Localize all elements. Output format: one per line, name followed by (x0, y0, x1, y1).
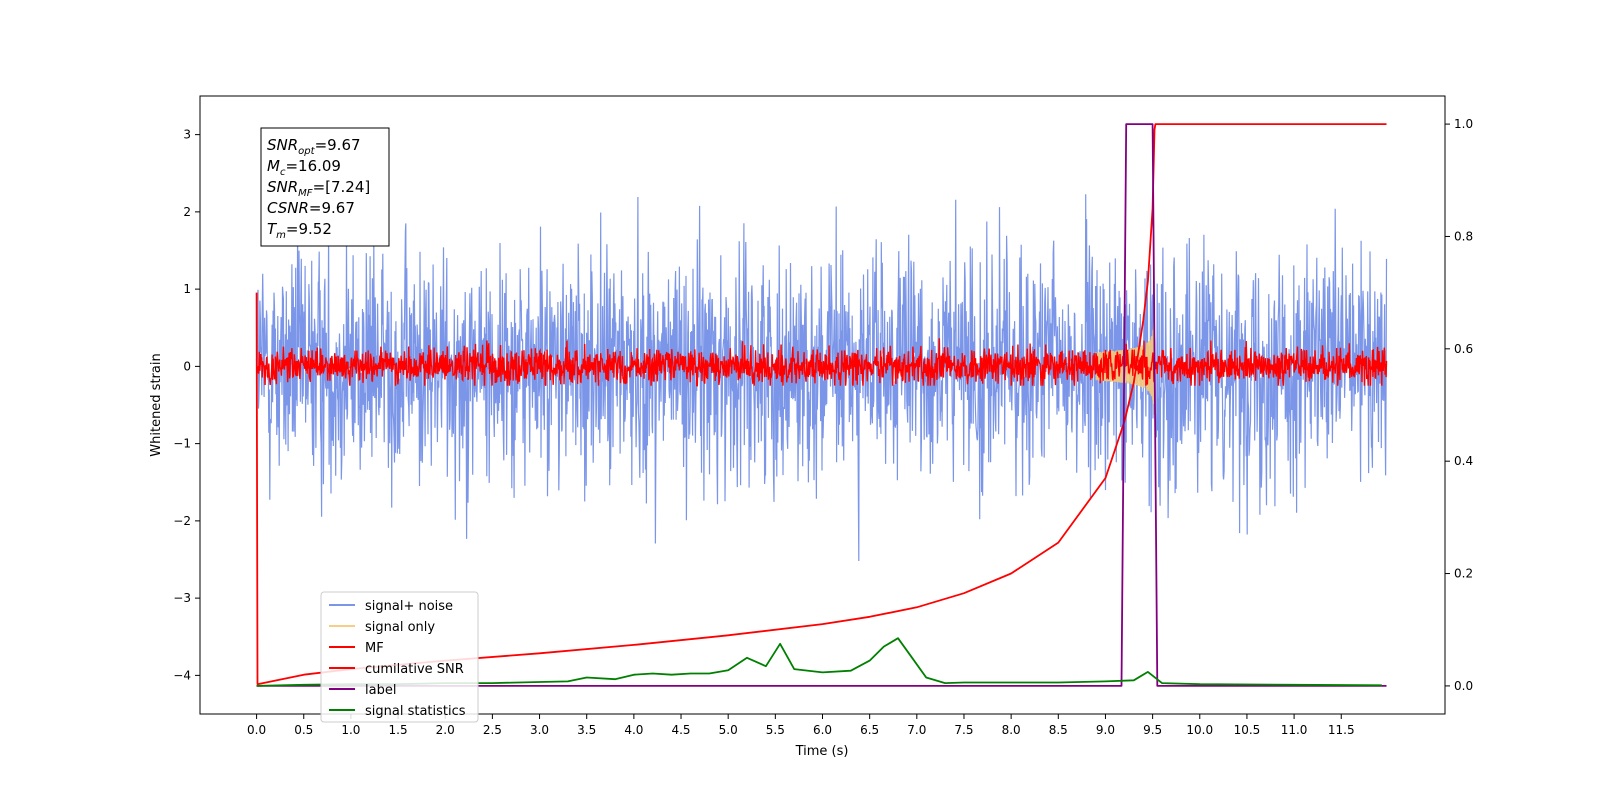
x-tick-label: 10.0 (1186, 723, 1213, 737)
x-tick-label: 10.5 (1234, 723, 1261, 737)
info-box-frame (260, 127, 390, 247)
x-tick-label: 3.5 (577, 723, 596, 737)
legend: signal+ noise signal only MF cumilative SNR… (320, 591, 479, 723)
y-tick-label: 1 (183, 282, 191, 296)
y-axis-left: 3 2 1 0 −1 −2 −3 −4 (173, 128, 200, 682)
x-tick-label: 3.0 (530, 723, 549, 737)
x-tick-label: 11.0 (1281, 723, 1308, 737)
info-line: Mc=16.09 (267, 157, 341, 178)
x-tick-label: 5.0 (719, 723, 738, 737)
y-tick-label: −3 (173, 591, 191, 605)
y2-tick-label: 0.6 (1454, 342, 1473, 356)
y2-tick-label: 0.0 (1454, 679, 1473, 693)
y-tick-label: −2 (173, 514, 191, 528)
x-tick-label: 2.5 (483, 723, 502, 737)
legend-label-cumilative-snr: cumilative SNR (365, 662, 464, 677)
y2-tick-label: 0.8 (1454, 229, 1473, 243)
x-axis-label: Time (s) (795, 744, 849, 759)
info-line: CSNR=9.67 (267, 199, 355, 217)
x-tick-label: 1.5 (389, 723, 408, 737)
y-tick-label: −1 (173, 437, 191, 451)
x-tick-label: 2.0 (436, 723, 455, 737)
legend-frame (320, 591, 479, 723)
x-tick-label: 4.0 (624, 723, 643, 737)
x-tick-label: 0.5 (294, 723, 313, 737)
x-tick-label: 9.0 (1096, 723, 1115, 737)
x-tick-label: 7.5 (954, 723, 973, 737)
info-line: SNRopt=9.67 (267, 136, 361, 157)
x-tick-label: 4.5 (671, 723, 690, 737)
legend-label-signal-only: signal only (365, 620, 435, 635)
x-tick-label: 9.5 (1143, 723, 1162, 737)
info-line: Tm=9.52 (267, 220, 332, 241)
x-tick-label: 7.0 (907, 723, 926, 737)
x-tick-label: 8.0 (1002, 723, 1021, 737)
x-tick-label: 0.0 (247, 723, 266, 737)
series-signal-statistics (256, 637, 1382, 687)
y-axis-label: Whitened strain (149, 353, 164, 456)
info-box: SNRopt=9.67Mc=16.09SNRMF=[7.24]CSNR=9.67… (260, 127, 390, 247)
y-tick-label: 0 (183, 359, 191, 373)
y-tick-label: 3 (183, 128, 191, 142)
x-tick-label: 1.0 (341, 723, 360, 737)
legend-label-signal-statistics: signal statistics (365, 704, 466, 719)
y2-tick-label: 1.0 (1454, 117, 1473, 131)
legend-label-label: label (365, 683, 396, 698)
x-tick-label: 8.5 (1049, 723, 1068, 737)
x-tick-label: 6.5 (860, 723, 879, 737)
y2-tick-label: 0.4 (1454, 454, 1473, 468)
y2-tick-label: 0.2 (1454, 567, 1473, 581)
x-tick-label: 5.5 (766, 723, 785, 737)
y-tick-label: −4 (173, 668, 191, 682)
legend-label-signal-noise: signal+ noise (365, 599, 453, 614)
legend-label-mf: MF (365, 641, 384, 656)
x-tick-label: 6.0 (813, 723, 832, 737)
x-tick-label: 11.5 (1328, 723, 1355, 737)
y-axis-right: 1.0 0.8 0.6 0.4 0.2 0.0 (1445, 117, 1473, 693)
info-line: SNRMF=[7.24] (267, 178, 370, 199)
series-mf (255, 338, 1388, 387)
x-axis: 0.0 0.5 1.0 1.5 2.0 2.5 3.0 3.5 4.0 4.5 5.0 5.5 6.0 6… (247, 714, 1355, 737)
y-tick-label: 2 (183, 205, 191, 219)
series-label (256, 123, 1387, 687)
